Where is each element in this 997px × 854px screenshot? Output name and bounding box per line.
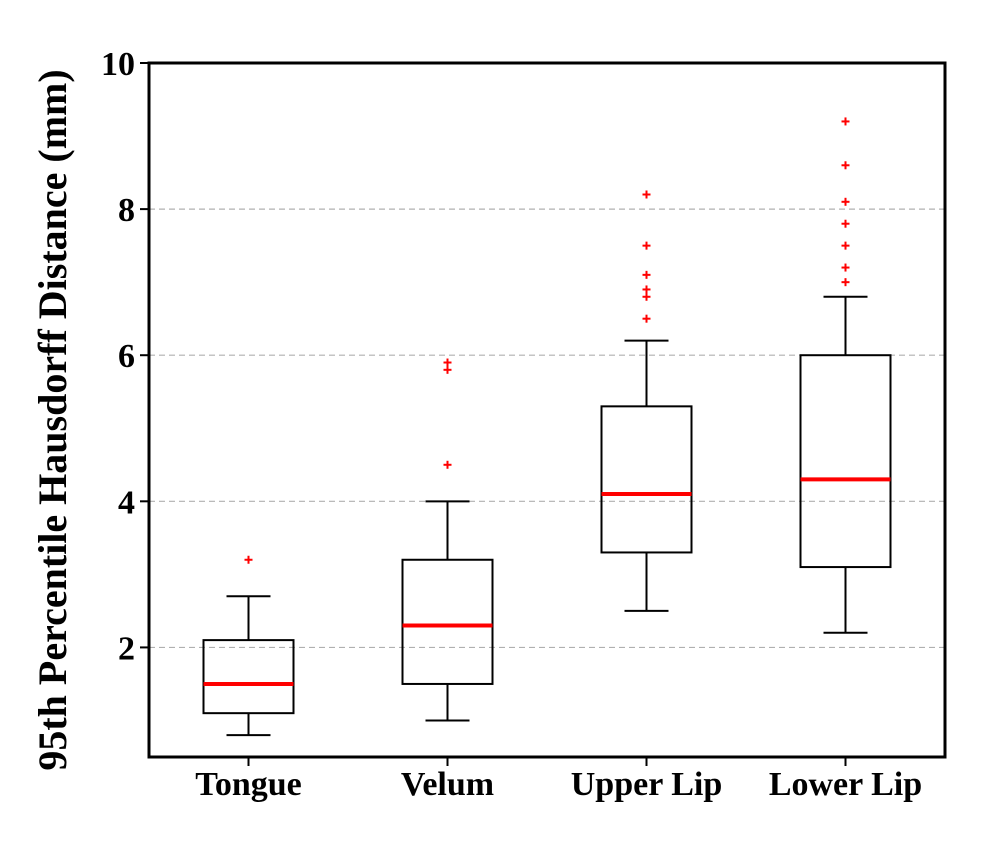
outlier-marker [642,190,651,199]
plot-area-frame [147,61,947,759]
outlier-marker [642,292,651,301]
interquartile-box [202,639,295,715]
outlier-marker [841,197,850,206]
boxes [202,117,892,737]
gridlines [149,208,945,649]
x-tick-label: Upper Lip [571,766,722,803]
box-upper-lip [600,190,693,612]
box-tongue [202,555,295,737]
outlier-marker [642,270,651,279]
y-axis-ticks: 2 4 6 8 10 [101,46,149,667]
box-lower-lip [799,117,892,634]
y-tick-label: 6 [118,338,135,375]
y-tick-label: 8 [118,192,135,229]
box-velum [401,358,494,722]
outlier-marker [443,460,452,469]
outlier-marker [841,219,850,228]
outlier-marker [841,161,850,170]
interquartile-box [401,558,494,685]
y-tick-label: 2 [118,630,135,667]
outlier-marker [841,241,850,250]
y-tick-label: 4 [118,484,135,521]
outlier-marker [841,278,850,287]
outlier-marker [841,117,850,126]
y-tick-label: 10 [101,46,135,83]
outlier-marker [642,285,651,294]
interquartile-box [799,354,892,569]
x-tick-label: Lower Lip [769,766,922,803]
outlier-marker [443,365,452,374]
x-tick-label: Velum [401,766,494,803]
outlier-marker [244,555,253,564]
x-axis-ticks: Tongue Velum Upper Lip Lower Lip [195,757,922,803]
outlier-marker [642,314,651,323]
y-axis-label: 95th Percentile Hausdorff Distance (mm) [30,69,75,770]
outlier-marker [642,241,651,250]
outlier-marker [841,263,850,272]
x-tick-label: Tongue [195,766,301,803]
outlier-marker [443,358,452,367]
interquartile-box [600,405,693,554]
